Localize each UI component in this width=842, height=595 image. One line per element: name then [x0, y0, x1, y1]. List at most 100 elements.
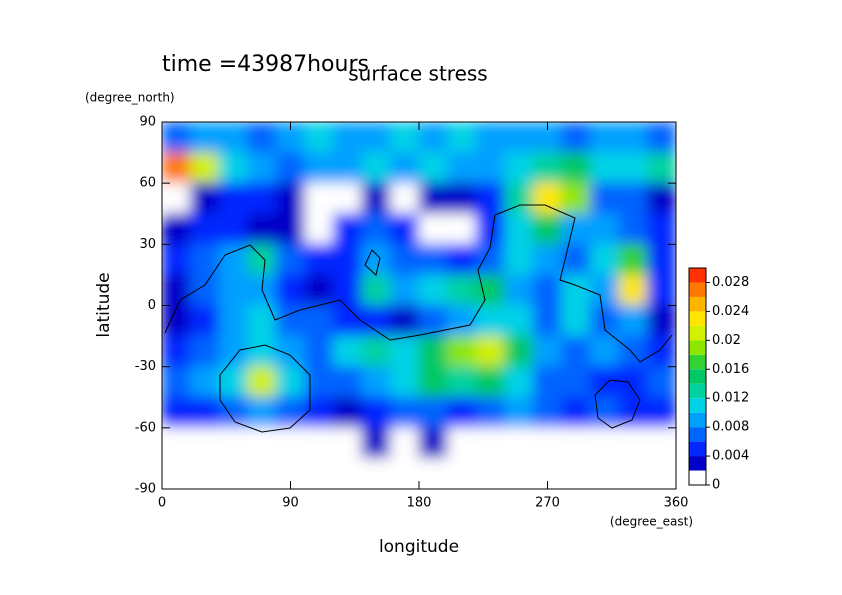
- x-tick-label: 90: [282, 496, 299, 511]
- field-cell: [418, 457, 449, 489]
- colorbar-band: [689, 369, 706, 384]
- field-cell: [646, 366, 676, 398]
- field-cell: [247, 335, 277, 368]
- x-tick-label: 0: [158, 496, 166, 511]
- field-cell: [304, 366, 334, 398]
- field-cell: [561, 182, 591, 215]
- field-cell: [418, 335, 449, 368]
- field-cell: [275, 427, 306, 459]
- field-cell: [504, 305, 534, 337]
- field-cell: [218, 457, 249, 489]
- field-cell: [475, 366, 506, 398]
- field-cell: [475, 122, 506, 154]
- field-cell: [247, 457, 277, 489]
- field-cell: [361, 335, 391, 368]
- field-cell: [618, 457, 648, 489]
- field-cell: [646, 243, 676, 276]
- field-cell: [618, 182, 648, 215]
- coastline: [594, 379, 641, 429]
- field-cell: [190, 366, 220, 398]
- field-cell: [361, 396, 391, 429]
- field-cell: [589, 152, 620, 184]
- field-cell: [389, 305, 420, 337]
- field-cell: [332, 122, 363, 154]
- coastline: [164, 204, 673, 363]
- field-cell: [190, 122, 220, 154]
- field-cell: [162, 243, 192, 276]
- field-cell: [304, 243, 334, 276]
- field-cell: [218, 274, 249, 306]
- field-cell: [247, 182, 277, 215]
- colorbar-band: [689, 427, 706, 442]
- field-cell: [218, 366, 249, 398]
- field: [162, 122, 676, 489]
- field-cell: [361, 243, 391, 276]
- colorbar-band: [689, 268, 706, 283]
- colorbar-band: [689, 325, 706, 341]
- field-cell: [190, 396, 220, 429]
- colorbar-band: [689, 340, 706, 355]
- field-cell: [532, 427, 563, 459]
- field-cell: [447, 182, 477, 215]
- field-cell: [561, 213, 591, 245]
- field-cell: [304, 335, 334, 368]
- field-cell: [504, 122, 534, 154]
- field-cell: [190, 305, 220, 337]
- field-cell: [190, 182, 220, 215]
- field-cell: [475, 182, 506, 215]
- field-cell: [389, 122, 420, 154]
- field-cell: [389, 213, 420, 245]
- field-cell: [218, 152, 249, 184]
- field-cell: [504, 274, 534, 306]
- field-cells: [162, 122, 676, 489]
- field-cell: [304, 457, 334, 489]
- field-cell: [162, 335, 192, 368]
- field-cell: [561, 305, 591, 337]
- field-cell: [418, 182, 449, 215]
- field-cell: [589, 122, 620, 154]
- field-cell: [218, 305, 249, 337]
- field-cell: [504, 152, 534, 184]
- field-cell: [589, 335, 620, 368]
- field-cell: [532, 335, 563, 368]
- field-cell: [361, 122, 391, 154]
- field-cell: [618, 305, 648, 337]
- field-cell: [504, 335, 534, 368]
- field-cell: [418, 122, 449, 154]
- field-cell: [504, 427, 534, 459]
- field-cell: [475, 457, 506, 489]
- field-cell: [304, 305, 334, 337]
- field-cell: [361, 427, 391, 459]
- colorbar-tick-label: 0: [712, 478, 720, 493]
- x-tick-label: 180: [407, 496, 432, 511]
- coastlines: [164, 204, 673, 433]
- field-cell: [447, 122, 477, 154]
- field-cell: [561, 335, 591, 368]
- field-cell: [389, 152, 420, 184]
- field-cell: [589, 182, 620, 215]
- field-cell: [618, 335, 648, 368]
- field-cell: [332, 274, 363, 306]
- field-cell: [389, 457, 420, 489]
- x-tick-label: 270: [535, 496, 560, 511]
- field-cell: [618, 427, 648, 459]
- field-cell: [447, 366, 477, 398]
- field-cell: [162, 182, 192, 215]
- y-units: (degree_north): [85, 91, 175, 105]
- field-cell: [162, 213, 192, 245]
- field-cell: [275, 396, 306, 429]
- field-cell: [618, 213, 648, 245]
- field-cell: [162, 122, 192, 154]
- field-cell: [504, 396, 534, 429]
- field-cell: [447, 243, 477, 276]
- field-cell: [389, 427, 420, 459]
- field-cell: [561, 396, 591, 429]
- field-cell: [218, 335, 249, 368]
- field-cell: [247, 122, 277, 154]
- field-cell: [447, 305, 477, 337]
- field-cell: [304, 152, 334, 184]
- field-cell: [247, 243, 277, 276]
- field-cell: [247, 427, 277, 459]
- colorbar-band: [689, 441, 706, 457]
